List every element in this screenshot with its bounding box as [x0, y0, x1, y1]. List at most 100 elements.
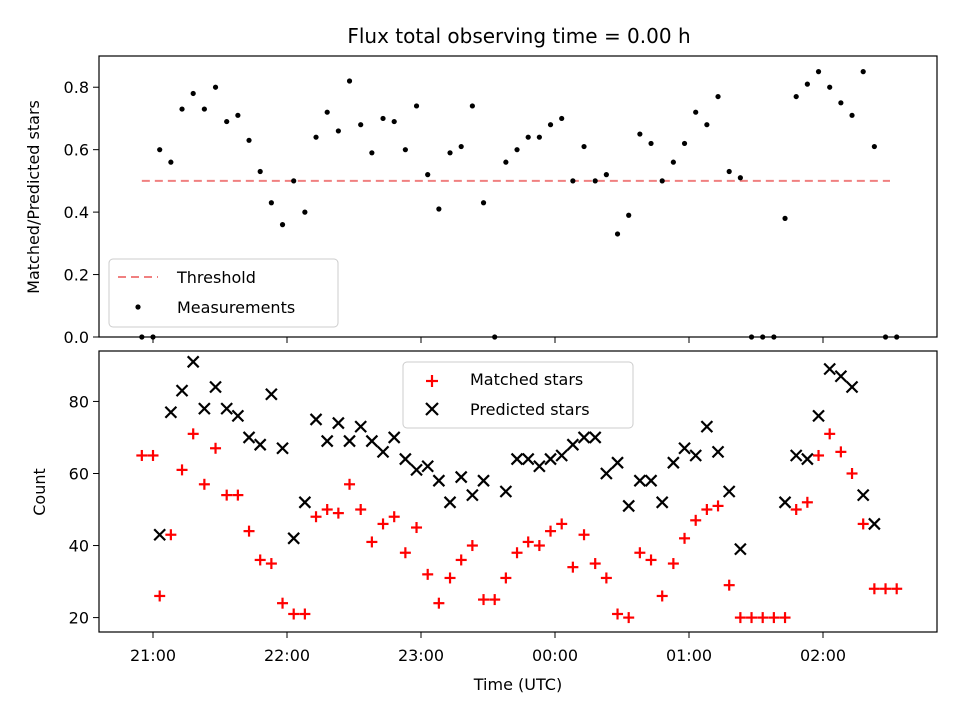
- predicted-star-point: [678, 441, 691, 455]
- top-y-tick-label: 0.6: [64, 141, 89, 160]
- measurement-point: [224, 118, 230, 125]
- matched-star-point: [511, 547, 523, 559]
- measurement-point: [782, 215, 788, 221]
- predicted-star-point: [499, 485, 513, 498]
- x-tick-label: 21:00: [130, 646, 176, 665]
- x-tick-label: 02:00: [800, 646, 846, 665]
- measurement-point: [838, 100, 844, 106]
- matched-star-point: [712, 500, 724, 512]
- top-y-tick-label: 0.4: [64, 203, 89, 222]
- matched-star-point: [478, 594, 490, 606]
- x-tick-label: 22:00: [264, 646, 310, 665]
- matched-star-point: [210, 442, 222, 454]
- matched-star-point: [600, 572, 612, 584]
- predicted-star-point: [734, 542, 747, 556]
- matched-star-point: [723, 579, 735, 591]
- matched-star-point: [746, 612, 758, 624]
- measurement-point: [726, 168, 732, 175]
- predicted-star-point: [544, 452, 557, 466]
- matched-star-point: [880, 583, 892, 595]
- measurement-point: [737, 175, 743, 181]
- x-tick-label: 00:00: [532, 646, 578, 665]
- matched-star-point: [399, 547, 411, 559]
- measurement-point: [447, 150, 453, 156]
- measurement-point: [503, 159, 509, 165]
- matched-star-point: [556, 518, 568, 530]
- predicted-star-point: [588, 431, 602, 444]
- matched-star-point: [332, 507, 344, 519]
- predicted-star-point: [332, 416, 345, 430]
- bottom-legend: Matched stars Predicted stars: [402, 361, 634, 429]
- measurement-point: [469, 103, 475, 109]
- predicted-star-point: [376, 445, 390, 459]
- matched-star-point: [388, 511, 400, 523]
- figure-title: Flux total observing time = 0.00 h: [347, 24, 690, 48]
- measurement-point: [827, 84, 833, 90]
- matched-star-point: [489, 594, 501, 606]
- measurement-point: [436, 206, 442, 212]
- measurement-point: [793, 93, 799, 100]
- predicted-star-point: [287, 532, 300, 545]
- bottom-legend-box: [402, 361, 634, 429]
- matched-star-point: [645, 554, 657, 566]
- bottom-y-tick-label: 20: [69, 609, 89, 628]
- predicted-star-point: [242, 431, 256, 444]
- predicted-star-point: [175, 384, 189, 397]
- measurement-point: [157, 147, 163, 153]
- matched-star-point: [165, 529, 177, 541]
- measurement-point: [570, 178, 576, 184]
- matched-star-point: [411, 522, 423, 534]
- predicted-star-point: [555, 449, 568, 462]
- predicted-star-point: [387, 431, 401, 444]
- top-y-tick-label: 0.8: [64, 78, 89, 97]
- predicted-star-point: [856, 488, 870, 502]
- predicted-star-point: [834, 369, 848, 383]
- predicted-star-point: [722, 485, 736, 498]
- measurement-point: [815, 69, 822, 75]
- matched-star-point: [366, 536, 378, 548]
- measurement-point: [693, 109, 699, 115]
- measurement-point: [715, 93, 721, 100]
- predicted-star-point: [320, 434, 334, 448]
- matched-star-point: [500, 572, 512, 584]
- predicted-star-point: [343, 434, 356, 448]
- predicted-star-point: [801, 452, 814, 466]
- x-axis-label: Time (UTC): [473, 675, 562, 694]
- matched-star-point: [779, 612, 791, 624]
- measurement-point: [871, 143, 877, 150]
- bottom-y-tick-label: 80: [69, 392, 89, 411]
- predicted-star-point: [354, 420, 367, 433]
- matched-star-point: [455, 554, 467, 566]
- x-tick-label: 01:00: [666, 646, 712, 665]
- predicted-star-point: [655, 496, 669, 509]
- measurement-point: [346, 78, 353, 84]
- measurement-point: [324, 109, 330, 115]
- matched-star-point: [254, 554, 266, 566]
- top-y-ticks: 0.0 0.2 0.4 0.6 0.8: [64, 78, 99, 347]
- matched-star-point: [522, 536, 534, 548]
- matched-star-point: [533, 540, 545, 552]
- predicted-star-point: [466, 488, 479, 502]
- bottom-y-tick-label: 40: [69, 537, 89, 556]
- matched-star-point: [857, 518, 869, 530]
- matched-star-point: [734, 612, 746, 624]
- predicted-star-point: [231, 409, 245, 423]
- predicted-star-point: [265, 387, 278, 401]
- measurements-legend-swatch: [135, 304, 141, 310]
- predicted-star-point: [845, 380, 859, 394]
- predicted-star-point: [700, 420, 714, 433]
- predicted-star-point: [432, 474, 446, 487]
- top-y-axis-label: Matched/Predicted stars: [24, 100, 43, 294]
- matched-star-point: [891, 583, 903, 595]
- measurement-point: [592, 178, 598, 184]
- top-plot-frame: [98, 55, 938, 338]
- measurement-point: [547, 122, 554, 128]
- top-panel: 0.00.20.40.60.8 Matched/Predicted stars …: [24, 55, 938, 347]
- measurement-point: [257, 168, 263, 175]
- measurement-point: [614, 231, 621, 237]
- matched-star-point: [232, 489, 244, 501]
- predicted-star-point: [689, 449, 702, 462]
- matched-star-point: [466, 540, 478, 552]
- threshold-legend-label: Threshold: [176, 268, 256, 287]
- matched-star-point: [355, 504, 367, 516]
